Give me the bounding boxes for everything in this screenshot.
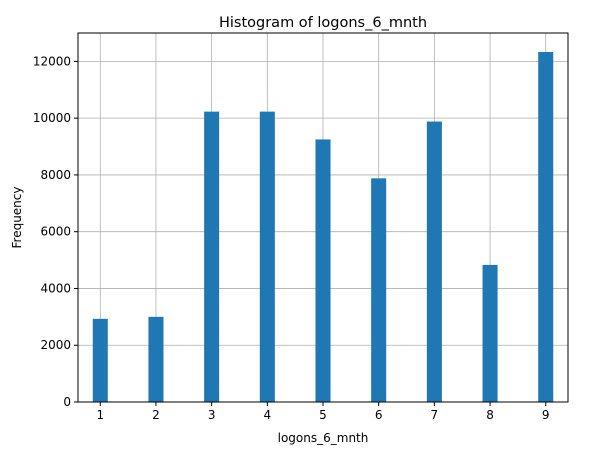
- x-tick-label: 5: [319, 408, 327, 422]
- x-tick-label: 7: [431, 408, 439, 422]
- x-tick-label: 8: [486, 408, 494, 422]
- x-tick-label: 1: [96, 408, 104, 422]
- chart-title: Histogram of logons_6_mnth: [219, 15, 427, 31]
- x-tick-label: 4: [263, 408, 271, 422]
- x-tick-label: 6: [375, 408, 383, 422]
- y-tick-label: 12000: [33, 54, 71, 68]
- bar-7: [426, 121, 442, 402]
- bar-2: [148, 316, 164, 402]
- bars: [92, 52, 554, 403]
- bar-9: [538, 52, 554, 402]
- x-axis-label: logons_6_mnth: [278, 431, 369, 445]
- bar-3: [204, 111, 220, 403]
- bar-8: [482, 264, 498, 402]
- y-axis-label: Frequency: [10, 187, 24, 249]
- bar-1: [92, 318, 108, 402]
- y-tick-label: 8000: [40, 168, 71, 182]
- y-axis-ticks: 0 2000 4000 6000 8000 10000 12000: [33, 54, 78, 409]
- y-tick-label: 4000: [40, 281, 71, 295]
- y-tick-label: 6000: [40, 225, 71, 239]
- x-tick-label: 3: [208, 408, 216, 422]
- bar-6: [371, 178, 387, 402]
- y-tick-label: 10000: [33, 111, 71, 125]
- x-axis-ticks: 1 2 3 4 5 6 7 8 9: [96, 402, 550, 422]
- x-tick-label: 9: [542, 408, 550, 422]
- y-tick-label: 2000: [40, 338, 71, 352]
- bar-4: [259, 111, 275, 403]
- x-tick-label: 2: [152, 408, 160, 422]
- bar-5: [315, 139, 331, 402]
- y-tick-label: 0: [63, 395, 71, 409]
